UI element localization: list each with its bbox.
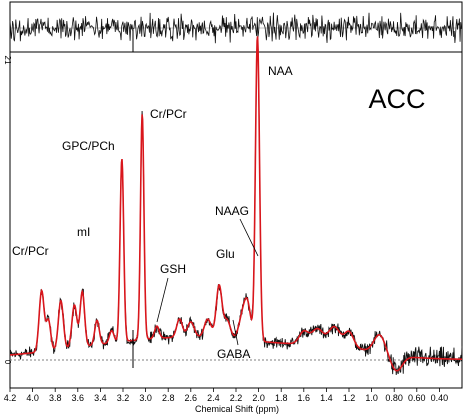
x-tick-label: 1.6 — [298, 393, 311, 403]
side-tick-top: 21 — [3, 56, 12, 65]
x-tick-label: 0.80 — [385, 393, 403, 403]
label-cr-pcr-39: Cr/PCr — [12, 244, 49, 258]
label-gsh: GSH — [160, 262, 186, 276]
label-gaba: GABA — [217, 347, 250, 361]
x-tick-label: 1.8 — [275, 393, 288, 403]
x-tick-label: 2.2 — [230, 393, 243, 403]
x-tick-label: 1.4 — [320, 393, 333, 403]
x-tick-label: 3.0 — [139, 393, 152, 403]
region-label: ACC — [368, 84, 425, 114]
x-tick-label: 1.2 — [343, 393, 356, 403]
label-mi: mI — [77, 225, 90, 239]
x-tick-label: 3.8 — [49, 393, 62, 403]
x-tick-label: 2.0 — [252, 393, 265, 403]
x-tick-label: 2.4 — [207, 393, 220, 403]
x-tick-label: 3.2 — [117, 393, 130, 403]
x-tick-label: 2.6 — [185, 393, 198, 403]
x-tick-label: 3.4 — [94, 393, 107, 403]
label-glu: Glu — [216, 247, 235, 261]
x-tick-label: 0.60 — [408, 393, 426, 403]
pointer-gaba — [232, 319, 239, 346]
x-tick-label: 4.0 — [26, 393, 39, 403]
x-tick-label: 4.2 — [4, 393, 17, 403]
label-cr-pcr-3: Cr/PCr — [150, 107, 187, 121]
pointer-gsh — [156, 277, 169, 323]
x-axis-title: Chemical Shift (ppm) — [195, 404, 279, 414]
label-gpc-pch: GPC/PCh — [62, 139, 115, 153]
x-tick-label: 2.8 — [162, 393, 175, 403]
x-axis-ticks: 4.2 4.0 3.8 3.6 3.4 3.2 3.0 2.8 2.6 2.4 2.2 2.0 1.8 1… — [4, 388, 448, 403]
residual-trace — [9, 12, 463, 44]
label-naa: NAA — [268, 64, 293, 78]
pointer-naag — [239, 218, 259, 257]
x-tick-label: 0.40 — [431, 393, 449, 403]
label-naag: NAAG — [215, 204, 249, 218]
x-tick-label: 3.6 — [72, 393, 85, 403]
side-tick-bottom: 0 — [3, 360, 12, 365]
x-tick-label: 1.0 — [365, 393, 378, 403]
